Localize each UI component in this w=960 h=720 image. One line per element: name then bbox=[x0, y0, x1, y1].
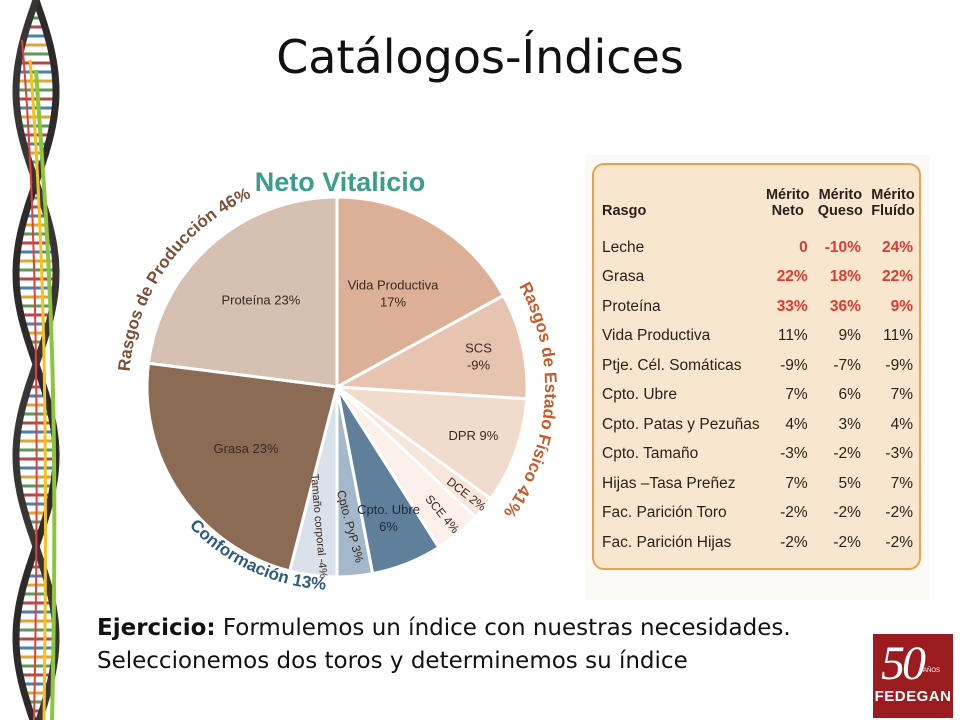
merit-table-header: Mérito Neto bbox=[765, 187, 810, 219]
merito-neto-cell: -2% bbox=[780, 533, 808, 551]
caption-line-1: Formulemos un índice con nuestras necesi… bbox=[215, 615, 791, 641]
merito-neto-cell: 7% bbox=[785, 474, 808, 492]
merito-queso-cell: 9% bbox=[838, 327, 861, 345]
slice-label-name: SCS bbox=[465, 340, 492, 355]
table-row: Ptje. Cél. Somáticas -9% -7% -9% bbox=[600, 351, 919, 381]
merit-table-panel: Rasgo Mérito Neto Mérito Queso Mérito Fluído L… bbox=[585, 155, 930, 600]
merito-neto-cell: -3% bbox=[780, 445, 808, 463]
merito-neto-cell: 22% bbox=[776, 268, 808, 286]
slice-label: SCS -9% bbox=[465, 340, 492, 372]
pie-slice-vida-productiva bbox=[335, 195, 506, 390]
slice-label: DPR 9% bbox=[448, 428, 498, 443]
table-row: Vida Productiva 11% 9% 11% bbox=[600, 322, 919, 352]
slice-label: Proteína 23% bbox=[222, 293, 301, 308]
merito-queso-cell: 6% bbox=[838, 386, 861, 404]
caption-label: Ejercicio: bbox=[97, 615, 216, 641]
slice-label: Cpto. Ubre 6% bbox=[357, 502, 420, 534]
slice-label: Vida Productiva 17% bbox=[348, 277, 440, 309]
merit-table-spacer bbox=[600, 219, 919, 233]
merito-queso-cell: -7% bbox=[833, 356, 861, 374]
rasgo-cell: Grasa bbox=[602, 268, 645, 286]
table-row: Grasa 22% 18% 22% bbox=[600, 263, 919, 293]
rasgo-cell: Cpto. Tamaño bbox=[602, 445, 699, 463]
rasgo-cell: Cpto. Ubre bbox=[602, 386, 677, 404]
slice-label-name: Vida Productiva bbox=[348, 277, 440, 292]
pie-slice-grasa bbox=[145, 361, 339, 573]
rasgo-cell: Cpto. Patas y Pezuñas bbox=[602, 415, 760, 433]
merito-fluido-cell: 7% bbox=[890, 386, 913, 404]
rasgo-cell: Ptje. Cél. Somáticas bbox=[602, 356, 742, 374]
merito-fluido-cell: 11% bbox=[883, 327, 913, 345]
slice-label-text: Proteína 23% bbox=[222, 293, 301, 308]
rasgo-cell: Vida Productiva bbox=[602, 327, 711, 345]
merito-fluido-cell: 9% bbox=[890, 297, 913, 315]
merito-queso-cell: -2% bbox=[833, 445, 861, 463]
logo-50: 50 bbox=[881, 637, 926, 690]
merito-neto-cell: 33% bbox=[776, 297, 808, 315]
logo-brand: FEDEGAN bbox=[874, 688, 952, 705]
merito-neto-cell: 4% bbox=[785, 415, 808, 433]
fedegan-logo: 50 AÑOS FEDEGAN bbox=[873, 634, 953, 718]
exercise-caption: Ejercicio: Formulemos un índice con nues… bbox=[97, 612, 857, 678]
merito-neto-cell: -9% bbox=[780, 356, 808, 374]
pie-slice-scs bbox=[331, 293, 529, 401]
merit-table-header: Rasgo bbox=[602, 203, 647, 219]
merito-fluido-cell: 7% bbox=[890, 474, 913, 492]
table-row: Cpto. Ubre 7% 6% 7% bbox=[600, 381, 919, 411]
dna-helix-decoration bbox=[0, 0, 75, 720]
merito-fluido-cell: 24% bbox=[881, 238, 913, 256]
slice-label-value: 6% bbox=[379, 519, 398, 534]
slice-label-text: DPR 9% bbox=[448, 428, 498, 443]
merit-table-header-row: Rasgo Mérito Neto Mérito Queso Mérito Fluído bbox=[600, 177, 919, 219]
merit-table: Rasgo Mérito Neto Mérito Queso Mérito Fluído L… bbox=[600, 177, 919, 558]
merito-fluido-cell: -2% bbox=[885, 533, 913, 551]
pie-slice-dpr bbox=[331, 385, 529, 501]
merito-fluido-cell: 22% bbox=[881, 268, 913, 286]
rasgo-cell: Fac. Parición Toro bbox=[602, 504, 727, 522]
pie-slice-prote-na bbox=[146, 195, 339, 389]
merito-neto-cell: 7% bbox=[785, 386, 808, 404]
rasgo-cell: Hijas –Tasa Preñez bbox=[602, 474, 736, 492]
table-row: Cpto. Tamaño -3% -2% -3% bbox=[600, 440, 919, 470]
merito-queso-cell: -2% bbox=[833, 504, 861, 522]
slice-label-name: Cpto. Ubre bbox=[357, 502, 420, 517]
slice-label-value: -9% bbox=[467, 357, 491, 372]
merito-queso-cell: -2% bbox=[833, 533, 861, 551]
table-row: Cpto. Patas y Pezuñas 4% 3% 4% bbox=[600, 410, 919, 440]
merito-queso-cell: 36% bbox=[829, 297, 861, 315]
table-row: Fac. Parición Hijas -2% -2% -2% bbox=[600, 528, 919, 558]
merit-table-header: Mérito Queso bbox=[817, 187, 863, 219]
merito-fluido-cell: -3% bbox=[885, 445, 913, 463]
table-row: Hijas –Tasa Preñez 7% 5% 7% bbox=[600, 469, 919, 499]
table-row: Proteína 33% 36% 9% bbox=[600, 292, 919, 322]
table-row: Leche 0 -10% 24% bbox=[600, 233, 919, 263]
merito-fluido-cell: 4% bbox=[890, 415, 913, 433]
merito-neto-cell: 11% bbox=[777, 327, 808, 345]
pie-chart-panel: Neto Vitalicio Vida Productiva 17% SCS -9% D… bbox=[85, 155, 585, 600]
caption-line-2: Seleccionemos dos toros y determinemos s… bbox=[97, 648, 688, 674]
slice-label: Grasa 23% bbox=[213, 441, 278, 456]
rasgo-cell: Leche bbox=[602, 238, 645, 256]
merito-fluido-cell: -2% bbox=[885, 504, 913, 522]
rasgo-cell: Proteína bbox=[602, 297, 661, 315]
slide-title: Catálogos-Índices bbox=[276, 30, 684, 84]
merito-neto-cell: 0 bbox=[799, 238, 808, 256]
merito-queso-cell: 3% bbox=[838, 415, 861, 433]
merito-fluido-cell: -9% bbox=[885, 356, 913, 374]
merito-queso-cell: 5% bbox=[838, 474, 861, 492]
merit-table-header: Mérito Fluído bbox=[871, 187, 915, 219]
table-row: Fac. Parición Toro -2% -2% -2% bbox=[600, 499, 919, 529]
slice-label-text: Grasa 23% bbox=[213, 441, 278, 456]
pie-chart: Neto Vitalicio Vida Productiva 17% SCS -9% D… bbox=[115, 167, 561, 594]
merit-table-box: Rasgo Mérito Neto Mérito Queso Mérito Fluído L… bbox=[592, 163, 921, 570]
merito-queso-cell: -10% bbox=[824, 238, 861, 256]
merito-queso-cell: 18% bbox=[829, 268, 861, 286]
slice-label-value: 17% bbox=[380, 294, 406, 309]
rasgo-cell: Fac. Parición Hijas bbox=[602, 533, 732, 551]
merito-neto-cell: -2% bbox=[780, 504, 808, 522]
logo-anos: AÑOS bbox=[923, 668, 941, 674]
chart-title: Neto Vitalicio bbox=[255, 167, 426, 197]
